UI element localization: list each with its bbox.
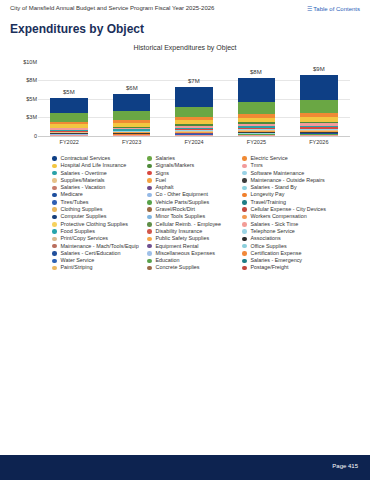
svg-text:$5M: $5M — [26, 96, 37, 102]
html-text:Salaries - Cert/Education: Salaries - Cert/Education — [60, 249, 121, 256]
svg-text:$8M: $8M — [250, 69, 262, 75]
html-text:Asphalt: Asphalt — [155, 184, 174, 191]
html-text:Miscellaneous Expenses: Miscellaneous Expenses — [155, 249, 215, 256]
html-text:Signals/Markers: Signals/Markers — [155, 162, 195, 169]
svg-text:FY2022: FY2022 — [60, 139, 79, 145]
svg-text:Historical Expenditures by Obj: Historical Expenditures by Object — [133, 44, 236, 52]
svg-text:FY2024: FY2024 — [184, 139, 203, 145]
html-text:Gravel/Rock/Dirt: Gravel/Rock/Dirt — [155, 206, 195, 213]
html-text:Salaries - Overtime: Salaries - Overtime — [60, 169, 107, 176]
html-text:Workers Compensation: Workers Compensation — [250, 213, 307, 220]
html-text:Tires/Tubes: Tires/Tubes — [60, 198, 89, 205]
html-text:Tmrs: Tmrs — [250, 162, 263, 169]
html-text:Salaries - Vacation: Salaries - Vacation — [60, 184, 106, 191]
html-text:Medicare: Medicare — [60, 191, 83, 198]
html-text:Vehicle Parts/Supplies: Vehicle Parts/Supplies — [155, 198, 210, 205]
html-text:Telephone Service: Telephone Service — [250, 228, 295, 234]
html-text:Education: Education — [155, 257, 180, 264]
svg-text:$9M: $9M — [313, 66, 325, 72]
html-text:Water Service: Water Service — [60, 257, 95, 264]
svg-text:FY2023: FY2023 — [122, 139, 141, 145]
html-text:Print/Copy Services: Print/Copy Services — [60, 235, 108, 242]
html-text:City of Mansfield Annual Budge: City of Mansfield Annual Budget and Serv… — [10, 5, 215, 11]
html-text:Postage/Freight: Postage/Freight — [250, 264, 289, 271]
html-text:Signs: Signs — [155, 169, 169, 176]
html-text:Public Safety Supplies: Public Safety Supplies — [155, 235, 210, 242]
svg-text:FY2025: FY2025 — [247, 139, 266, 145]
html-text:Longevity Pay: Longevity Pay — [250, 191, 285, 198]
svg-text:0: 0 — [34, 133, 37, 139]
html-text:Computer Supplies: Computer Supplies — [60, 213, 107, 220]
html-text:Salaries - Stand By: Salaries - Stand By — [250, 184, 297, 191]
html-text:Electric Service: Electric Service — [250, 155, 288, 161]
html-text:Minor Tools Supplies: Minor Tools Supplies — [155, 213, 206, 220]
html-text:☰ Table of Contents: ☰ Table of Contents — [306, 6, 360, 12]
html-text:Expenditures by Object: Expenditures by Object — [10, 22, 144, 36]
html-text:Office Supplies: Office Supplies — [250, 242, 287, 249]
html-text:Travel/Training: Travel/Training — [250, 198, 287, 205]
html-text:Co - Other Equipment: Co - Other Equipment — [155, 191, 208, 198]
html-text:Cellular Reimb. - Employee: Cellular Reimb. - Employee — [155, 220, 222, 227]
svg-text:FY2026: FY2026 — [309, 139, 328, 145]
html-text:Hospital And Life Insurance: Hospital And Life Insurance — [60, 162, 127, 169]
html-text:Salaries - Sick Time: Salaries - Sick Time — [250, 220, 299, 227]
svg-text:$8M: $8M — [26, 77, 37, 83]
html-text:Equipment Rental: Equipment Rental — [155, 242, 199, 249]
html-text:Concrete Supplies: Concrete Supplies — [155, 264, 200, 271]
svg-text:$6M: $6M — [126, 85, 138, 91]
svg-text:$3M: $3M — [26, 114, 37, 120]
html-text:Maintenance - Outside Repairs: Maintenance - Outside Repairs — [250, 176, 325, 183]
html-text:Clothing Supplies: Clothing Supplies — [60, 206, 103, 213]
html-text:Contractual Services: Contractual Services — [60, 155, 111, 161]
html-text:Page 415: Page 415 — [332, 463, 358, 469]
html-text:Salaries - Emergency: Salaries - Emergency — [250, 257, 302, 264]
html-text:Food Supplies: Food Supplies — [60, 228, 95, 234]
html-text:Protective Clothing Supplies: Protective Clothing Supplies — [60, 220, 128, 227]
html-text:Cellular Expense - City Device: Cellular Expense - City Devices — [250, 206, 326, 213]
html-text:Salaries: Salaries — [155, 155, 175, 161]
svg-text:$7M: $7M — [188, 78, 200, 84]
html-text:Fuel: Fuel — [155, 176, 166, 183]
html-text:Associations: Associations — [250, 235, 281, 242]
html-text:Paint/Striping: Paint/Striping — [60, 264, 93, 271]
html-text:Supplies/Materials: Supplies/Materials — [60, 176, 105, 183]
html-text:Software Maintenance: Software Maintenance — [250, 169, 305, 176]
html-text:Certification Expense: Certification Expense — [250, 249, 302, 256]
svg-text:$5M: $5M — [63, 89, 75, 95]
html-text:Disability Insurance: Disability Insurance — [155, 228, 203, 234]
svg-text:$10M: $10M — [23, 59, 37, 65]
html-text:Maintenance - Mach/Tools/Equip: Maintenance - Mach/Tools/Equip — [60, 242, 139, 249]
